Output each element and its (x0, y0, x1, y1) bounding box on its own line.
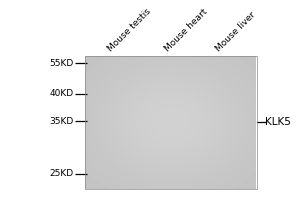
Text: Mouse heart: Mouse heart (164, 7, 210, 53)
Text: 25KD: 25KD (50, 170, 74, 178)
Ellipse shape (94, 115, 131, 127)
Ellipse shape (195, 116, 231, 129)
Ellipse shape (93, 86, 132, 102)
Ellipse shape (89, 113, 136, 129)
Ellipse shape (140, 116, 181, 129)
Text: Mouse testis: Mouse testis (106, 6, 153, 53)
Ellipse shape (144, 103, 177, 110)
Ellipse shape (90, 84, 135, 104)
Text: Mouse liver: Mouse liver (214, 10, 258, 53)
Ellipse shape (137, 101, 184, 112)
Ellipse shape (96, 116, 129, 127)
Text: 40KD: 40KD (50, 90, 74, 98)
Ellipse shape (137, 115, 184, 130)
Text: 35KD: 35KD (49, 116, 74, 126)
Ellipse shape (142, 102, 179, 111)
Text: KLK5: KLK5 (266, 117, 291, 127)
Text: 55KD: 55KD (49, 58, 74, 68)
Ellipse shape (188, 113, 238, 132)
Ellipse shape (132, 113, 189, 132)
Ellipse shape (192, 115, 234, 130)
Ellipse shape (85, 82, 140, 106)
